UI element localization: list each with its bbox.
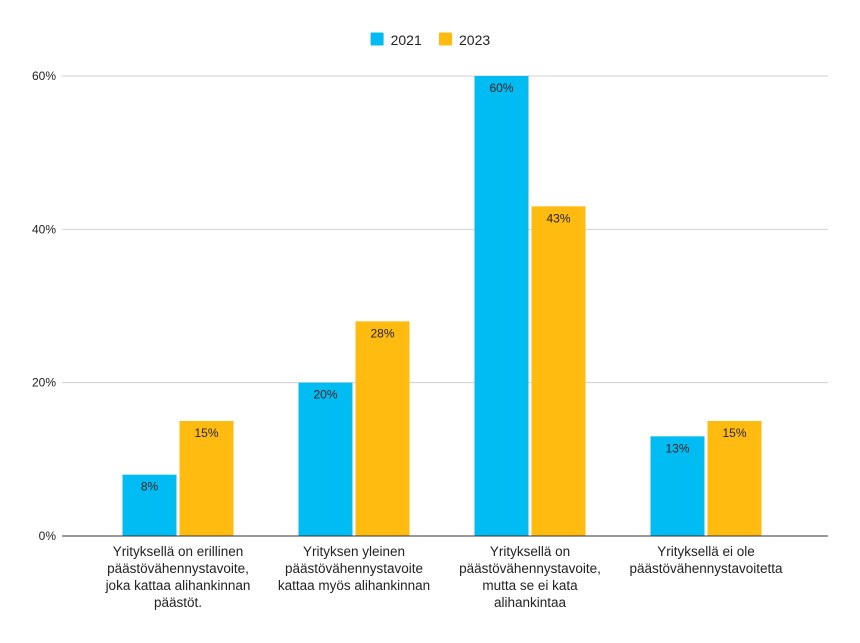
y-tick-label: 60% bbox=[32, 69, 56, 83]
data-label-2023-3: 43% bbox=[546, 211, 570, 225]
bar-2023-1 bbox=[179, 421, 234, 536]
data-label-2023-1: 15% bbox=[194, 426, 218, 440]
data-label-2021-3: 60% bbox=[489, 81, 513, 95]
x-category-label: Yrityksen yleinen päästövähennystavoite ka… bbox=[278, 544, 430, 593]
y-tick-label: 20% bbox=[32, 376, 56, 390]
legend-swatch-2023 bbox=[439, 32, 452, 46]
bar-2021-2 bbox=[298, 382, 353, 536]
bar-2023-3 bbox=[531, 206, 586, 537]
bar-2023-4 bbox=[707, 421, 762, 536]
bars bbox=[122, 76, 762, 537]
bar-2023-2 bbox=[355, 321, 410, 536]
x-category-label: Yrityksellä on erillinen päästövähennysta… bbox=[105, 544, 251, 610]
x-axis-categories: Yrityksellä on erillinen päästövähennysta… bbox=[105, 544, 783, 610]
legend-swatch-2021 bbox=[370, 32, 384, 46]
data-label-2023-4: 15% bbox=[722, 426, 746, 440]
legend-label-2021: 2021 bbox=[391, 32, 422, 48]
data-label-2023-2: 28% bbox=[370, 326, 394, 340]
x-category-label: Yrityksellä on päästövähennystavoite, mutt… bbox=[459, 544, 601, 610]
data-label-2021-2: 20% bbox=[313, 388, 337, 402]
bar-2021-1 bbox=[122, 474, 177, 536]
y-tick-label: 0% bbox=[39, 529, 57, 543]
bar-2021-4 bbox=[650, 436, 705, 536]
gridlines bbox=[62, 75, 828, 384]
data-label-2021-1: 8% bbox=[141, 480, 159, 494]
legend: 2021 2023 bbox=[370, 32, 490, 48]
data-labels: 8% 15% 20% 28% 60% 43% 13% 15% bbox=[141, 81, 747, 494]
x-category-label: Yrityksellä ei ole päästövähennystavoitet… bbox=[629, 544, 783, 576]
legend-label-2023: 2023 bbox=[459, 32, 490, 48]
y-tick-label: 40% bbox=[32, 222, 56, 236]
data-label-2021-4: 13% bbox=[665, 441, 689, 455]
bar-2021-3 bbox=[474, 76, 529, 536]
y-axis-ticks: 0% 20% 40% 60% bbox=[32, 69, 56, 543]
